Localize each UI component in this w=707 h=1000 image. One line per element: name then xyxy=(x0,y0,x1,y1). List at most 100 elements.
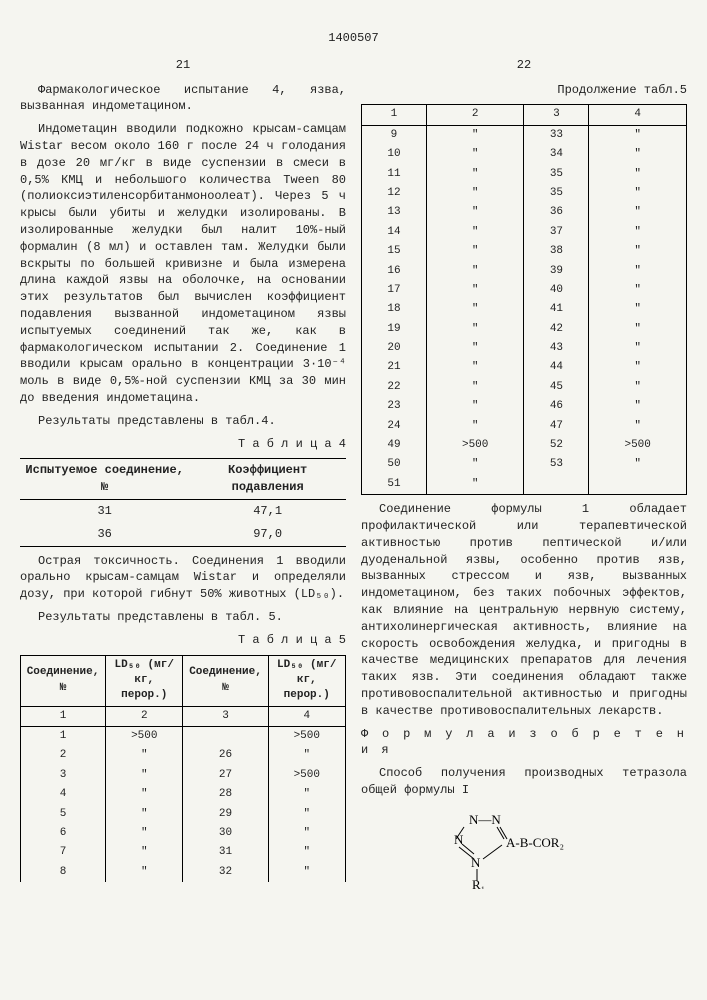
formula-tail: A-B-COR₂ xyxy=(506,835,564,850)
cell: 45 xyxy=(524,378,589,397)
cell: 17 xyxy=(362,281,427,300)
cell xyxy=(589,475,687,495)
cell: " xyxy=(589,455,687,474)
cell: " xyxy=(589,320,687,339)
left-column: 21 Фармакологическое испытание 4, язва, … xyxy=(20,57,346,899)
table-row: 8"32" xyxy=(21,863,346,882)
cell: 24 xyxy=(362,417,427,436)
cell: " xyxy=(106,863,183,882)
cell: " xyxy=(589,339,687,358)
right-column: 22 Продолжение табл.5 12349"33"10"34"11"… xyxy=(361,57,687,899)
cell: " xyxy=(106,785,183,804)
cell: 5 xyxy=(21,805,106,824)
cell: " xyxy=(589,397,687,416)
cell: 26 xyxy=(183,746,268,765)
cell: 3 xyxy=(183,706,268,726)
t4-body: 3147,13697,0 xyxy=(20,499,346,546)
cell: " xyxy=(589,262,687,281)
table-row: 21"44" xyxy=(362,358,687,377)
table-row: 49>50052>500 xyxy=(362,436,687,455)
cell: 36 xyxy=(524,203,589,222)
tetrazole-ring-icon: N—N N N A-B-COR₂ R₁ xyxy=(434,809,614,889)
cell: " xyxy=(589,281,687,300)
cell: " xyxy=(268,746,345,765)
cell: 49 xyxy=(362,436,427,455)
t4-header-compound: Испытуемое соединение, № xyxy=(20,459,189,500)
cell: 23 xyxy=(362,397,427,416)
cell: 33 xyxy=(524,125,589,145)
cell: " xyxy=(426,397,524,416)
cell: 36 xyxy=(20,523,189,546)
cell: 32 xyxy=(183,863,268,882)
document-number: 1400507 xyxy=(20,30,687,47)
cell: 44 xyxy=(524,358,589,377)
page-number-right: 22 xyxy=(361,57,687,74)
cell: 31 xyxy=(183,843,268,862)
cell: 35 xyxy=(524,165,589,184)
table-row: 50"53" xyxy=(362,455,687,474)
cell: 8 xyxy=(21,863,106,882)
table-row: 2"26" xyxy=(21,746,346,765)
table-row: 7"31" xyxy=(21,843,346,862)
cell: " xyxy=(426,300,524,319)
cell: >500 xyxy=(268,766,345,785)
cell xyxy=(183,727,268,747)
cell: " xyxy=(106,824,183,843)
cell: " xyxy=(589,125,687,145)
cell: " xyxy=(426,358,524,377)
table-row: 24"47" xyxy=(362,417,687,436)
table-row: 14"37" xyxy=(362,223,687,242)
cell: " xyxy=(426,203,524,222)
para-activity: Соединение формулы 1 обладает профилакти… xyxy=(361,501,687,719)
cell: 51 xyxy=(362,475,427,495)
table-row: 18"41" xyxy=(362,300,687,319)
cell: 4 xyxy=(589,105,687,125)
cell: " xyxy=(268,785,345,804)
cell: 43 xyxy=(524,339,589,358)
t4-header-coeff: Коэффициент подавления xyxy=(189,459,346,500)
para-results4: Результаты представлены в табл.4. xyxy=(20,413,346,430)
cell: >500 xyxy=(106,727,183,747)
table-row: 5"29" xyxy=(21,805,346,824)
formula-heading: Ф о р м у л а и з о б р е т е н и я xyxy=(361,726,687,760)
cell: 53 xyxy=(524,455,589,474)
cell: 16 xyxy=(362,262,427,281)
para-test4-title: Фармакологическое испытание 4, язва, выз… xyxy=(20,82,346,116)
table-row: 17"40" xyxy=(362,281,687,300)
cell: " xyxy=(589,203,687,222)
formula-r1: R₁ xyxy=(472,877,485,889)
cell: " xyxy=(426,475,524,495)
para-results5: Результаты представлены в табл. 5. xyxy=(20,609,346,626)
table-row: 9"33" xyxy=(362,125,687,145)
table-row: 22"45" xyxy=(362,378,687,397)
cell: " xyxy=(426,242,524,261)
cell: 12 xyxy=(362,184,427,203)
cell: " xyxy=(426,262,524,281)
cell: 7 xyxy=(21,843,106,862)
cell: 40 xyxy=(524,281,589,300)
cell: " xyxy=(426,339,524,358)
cell: 2 xyxy=(21,746,106,765)
cell: 4 xyxy=(268,706,345,726)
cell: 50 xyxy=(362,455,427,474)
cell: 10 xyxy=(362,145,427,164)
table-4: Испытуемое соединение, № Коэффициент под… xyxy=(20,458,346,546)
table-row: 6"30" xyxy=(21,824,346,843)
page-number-left: 21 xyxy=(20,57,346,74)
chemical-formula: N—N N N A-B-COR₂ R₁ xyxy=(361,809,687,889)
table-row: 10"34" xyxy=(362,145,687,164)
cell: 35 xyxy=(524,184,589,203)
cell: " xyxy=(268,805,345,824)
table-row: 16"39" xyxy=(362,262,687,281)
cell: 22 xyxy=(362,378,427,397)
cell: " xyxy=(106,843,183,862)
table-row: 19"42" xyxy=(362,320,687,339)
cell: " xyxy=(589,184,687,203)
table-row: 12"35" xyxy=(362,184,687,203)
cell: 29 xyxy=(183,805,268,824)
cell: 4 xyxy=(21,785,106,804)
cell: " xyxy=(268,824,345,843)
cell: 31 xyxy=(20,499,189,522)
cell: " xyxy=(426,165,524,184)
cell: 1 xyxy=(21,727,106,747)
